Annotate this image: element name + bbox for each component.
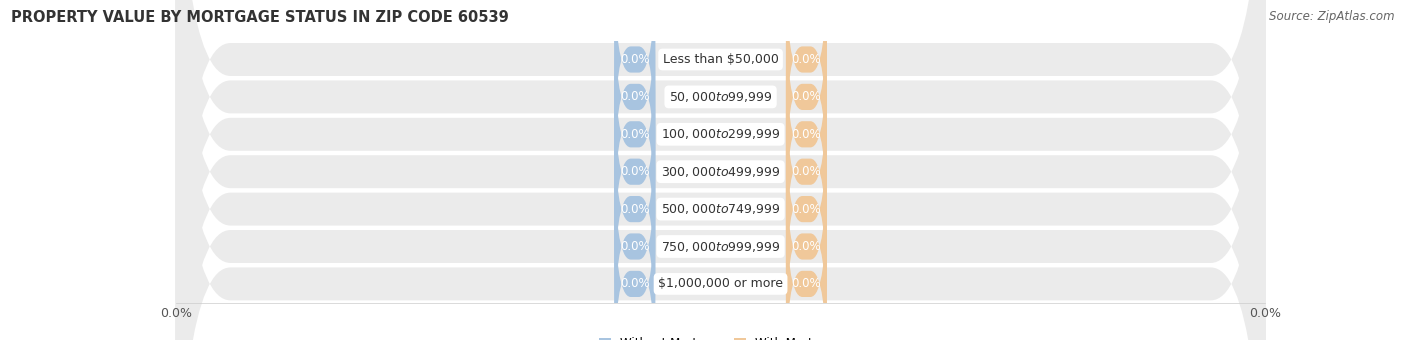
Text: 0.0%: 0.0%	[620, 240, 650, 253]
FancyBboxPatch shape	[176, 0, 1265, 340]
FancyBboxPatch shape	[614, 0, 655, 196]
FancyBboxPatch shape	[786, 0, 827, 196]
Text: 0.0%: 0.0%	[620, 128, 650, 141]
FancyBboxPatch shape	[176, 0, 1265, 340]
Text: $1,000,000 or more: $1,000,000 or more	[658, 277, 783, 290]
FancyBboxPatch shape	[176, 0, 1265, 340]
Text: $50,000 to $99,999: $50,000 to $99,999	[669, 90, 772, 104]
Text: $100,000 to $299,999: $100,000 to $299,999	[661, 127, 780, 141]
Text: 0.0%: 0.0%	[620, 53, 650, 66]
FancyBboxPatch shape	[614, 185, 655, 340]
FancyBboxPatch shape	[176, 0, 1265, 340]
Text: $750,000 to $999,999: $750,000 to $999,999	[661, 239, 780, 254]
FancyBboxPatch shape	[786, 185, 827, 340]
Text: 0.0%: 0.0%	[620, 165, 650, 178]
Text: 0.0%: 0.0%	[792, 277, 821, 290]
FancyBboxPatch shape	[786, 148, 827, 340]
FancyBboxPatch shape	[614, 148, 655, 340]
FancyBboxPatch shape	[614, 35, 655, 234]
Text: 0.0%: 0.0%	[792, 240, 821, 253]
Text: PROPERTY VALUE BY MORTGAGE STATUS IN ZIP CODE 60539: PROPERTY VALUE BY MORTGAGE STATUS IN ZIP…	[11, 10, 509, 25]
Text: $300,000 to $499,999: $300,000 to $499,999	[661, 165, 780, 179]
FancyBboxPatch shape	[614, 0, 655, 158]
Text: 0.0%: 0.0%	[792, 203, 821, 216]
Text: Less than $50,000: Less than $50,000	[662, 53, 779, 66]
Text: 0.0%: 0.0%	[792, 165, 821, 178]
Text: 0.0%: 0.0%	[792, 90, 821, 103]
Text: 0.0%: 0.0%	[620, 277, 650, 290]
FancyBboxPatch shape	[786, 35, 827, 234]
FancyBboxPatch shape	[614, 73, 655, 271]
Text: Source: ZipAtlas.com: Source: ZipAtlas.com	[1270, 10, 1395, 23]
FancyBboxPatch shape	[614, 110, 655, 308]
Legend: Without Mortgage, With Mortgage: Without Mortgage, With Mortgage	[595, 332, 846, 340]
FancyBboxPatch shape	[176, 0, 1265, 340]
Text: $500,000 to $749,999: $500,000 to $749,999	[661, 202, 780, 216]
Text: 0.0%: 0.0%	[792, 128, 821, 141]
Text: 0.0%: 0.0%	[792, 53, 821, 66]
FancyBboxPatch shape	[786, 73, 827, 271]
FancyBboxPatch shape	[786, 110, 827, 308]
FancyBboxPatch shape	[176, 0, 1265, 340]
Text: 0.0%: 0.0%	[620, 203, 650, 216]
Text: 0.0%: 0.0%	[620, 90, 650, 103]
FancyBboxPatch shape	[786, 0, 827, 158]
FancyBboxPatch shape	[176, 0, 1265, 340]
